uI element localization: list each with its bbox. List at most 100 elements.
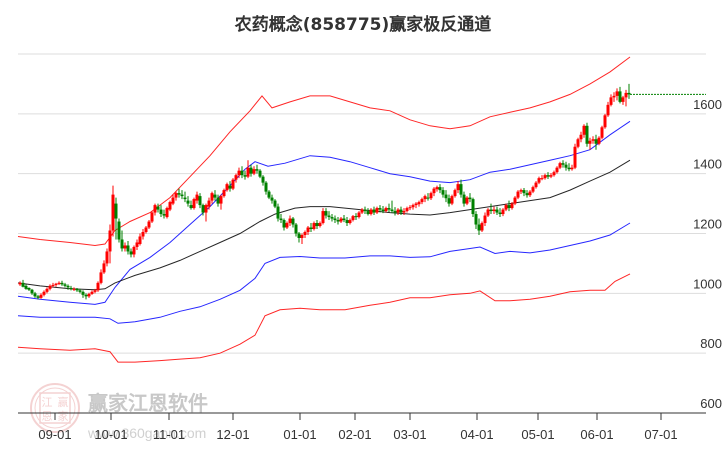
- candle: [501, 208, 505, 217]
- candle: [36, 294, 40, 300]
- candle: [135, 239, 139, 250]
- candle: [573, 143, 577, 170]
- candle: [441, 187, 445, 198]
- candle: [552, 170, 556, 177]
- candle: [375, 206, 379, 215]
- candle: [504, 203, 508, 212]
- candle: [411, 203, 415, 210]
- candle: [453, 188, 457, 198]
- candle: [405, 206, 409, 213]
- candle: [618, 86, 622, 104]
- x-tick-label: 06-01: [580, 427, 613, 442]
- candle: [516, 190, 520, 200]
- candle: [339, 217, 343, 224]
- candle: [336, 217, 340, 225]
- candle: [567, 163, 571, 172]
- candle: [225, 182, 229, 192]
- candle: [297, 232, 301, 243]
- candle: [531, 185, 535, 194]
- candle: [282, 218, 286, 231]
- candle: [294, 223, 298, 237]
- candle: [249, 164, 253, 177]
- candle: [63, 282, 67, 288]
- candle: [30, 288, 34, 295]
- candle: [528, 190, 532, 198]
- candle: [579, 131, 583, 143]
- candle: [189, 200, 193, 210]
- candle: [372, 206, 376, 215]
- candle: [468, 193, 472, 203]
- x-tick-label: 02-01: [338, 427, 371, 442]
- candle: [558, 161, 562, 170]
- candle: [609, 94, 613, 107]
- candle: [432, 187, 436, 197]
- candle: [237, 167, 241, 179]
- candle: [480, 221, 484, 233]
- candle: [258, 169, 262, 179]
- candle: [252, 166, 256, 176]
- candle: [471, 197, 475, 218]
- candle: [390, 200, 394, 214]
- outer-lower-band-line: [17, 273, 631, 363]
- candle: [489, 203, 493, 215]
- candle: [183, 191, 187, 203]
- candle: [192, 197, 196, 210]
- watermark-name: 赢家江恩软件: [88, 391, 208, 415]
- candle: [27, 287, 31, 291]
- y-axis: 600 800 1000 1200 1400 1600: [693, 97, 722, 411]
- candle: [159, 205, 163, 218]
- candle: [276, 203, 280, 222]
- candle: [408, 205, 412, 211]
- candle: [57, 281, 61, 285]
- candle: [462, 191, 466, 207]
- candle: [576, 137, 580, 149]
- candle: [87, 292, 91, 298]
- candle: [318, 221, 322, 228]
- candle: [39, 293, 43, 299]
- candlesticks: [18, 83, 631, 300]
- candle: [522, 188, 526, 197]
- channel-bands: [17, 56, 631, 363]
- candle: [108, 224, 112, 264]
- candle: [60, 280, 64, 286]
- candle: [378, 205, 382, 213]
- candle: [309, 223, 313, 233]
- gridlines: [18, 53, 706, 354]
- x-tick-label: 12-01: [216, 427, 249, 442]
- candle: [102, 260, 106, 274]
- candle: [75, 287, 79, 292]
- candle: [345, 217, 349, 227]
- candle: [270, 194, 274, 204]
- candle: [141, 229, 145, 240]
- candle: [387, 203, 391, 212]
- candle: [126, 240, 130, 255]
- candle: [261, 175, 265, 186]
- candle: [129, 248, 133, 258]
- candle: [312, 221, 316, 231]
- candle: [315, 220, 319, 230]
- candle: [222, 188, 226, 198]
- candle: [510, 202, 514, 210]
- candle: [69, 285, 73, 291]
- candle: [291, 217, 295, 228]
- candle: [219, 194, 223, 210]
- candle: [627, 83, 631, 99]
- candle: [243, 170, 247, 180]
- x-tick-label: 03-01: [393, 427, 426, 442]
- candle: [369, 208, 373, 216]
- x-axis: 09-01 10-01 11-01 12-01 01-01 02-01 03-01 04-01…: [18, 412, 706, 442]
- candle: [381, 205, 385, 214]
- candle: [267, 190, 271, 200]
- candle: [66, 284, 70, 290]
- candle: [519, 188, 523, 195]
- candle: [585, 122, 589, 147]
- candle: [486, 208, 490, 218]
- candle: [621, 95, 625, 105]
- svg-text:赢: 赢: [58, 395, 69, 409]
- candle: [354, 213, 358, 221]
- candle: [165, 206, 169, 219]
- candle: [300, 233, 304, 244]
- candle: [357, 211, 361, 219]
- candle: [54, 282, 58, 287]
- candle: [570, 164, 574, 171]
